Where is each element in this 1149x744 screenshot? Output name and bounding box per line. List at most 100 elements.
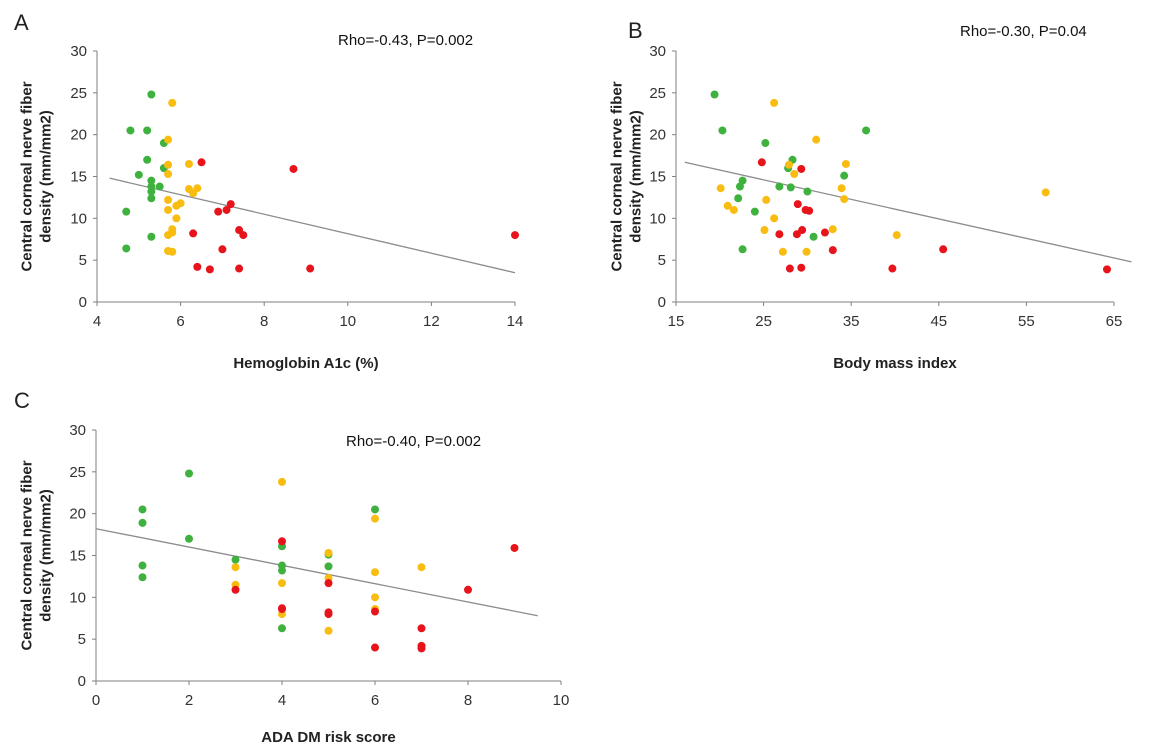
data-point-red — [226, 200, 235, 209]
y-tick-label: 0 — [78, 673, 86, 690]
y-tick-label: 0 — [658, 294, 666, 311]
x-axis-title: ADA DM risk score — [261, 729, 396, 744]
data-point-red — [324, 579, 333, 588]
data-point-yellow — [371, 568, 379, 577]
data-point-red — [278, 537, 286, 546]
data-point-yellow — [785, 160, 794, 169]
y-tick-label: 5 — [658, 252, 666, 269]
y-tick-label: 25 — [649, 85, 666, 102]
data-point-yellow — [716, 184, 725, 193]
data-point-red — [792, 230, 801, 239]
data-point-green — [147, 90, 156, 99]
data-point-red — [231, 585, 240, 594]
data-point-red — [888, 264, 897, 273]
y-tick-label: 20 — [70, 127, 87, 144]
x-tick-label: 2 — [185, 692, 193, 709]
y-tick-label: 20 — [649, 127, 666, 144]
trendline — [684, 161, 1132, 263]
data-point-red — [235, 264, 244, 273]
x-tick-label: 12 — [423, 313, 440, 330]
data-point-red — [828, 246, 837, 255]
x-tick-label: 0 — [92, 692, 100, 709]
data-point-green — [718, 126, 727, 135]
x-tick-label: 65 — [1106, 313, 1123, 330]
x-tick-label: 8 — [464, 692, 472, 709]
data-point-yellow — [762, 195, 771, 204]
x-tick-label: 25 — [755, 313, 772, 330]
data-point-green — [786, 183, 795, 192]
x-tick-label: 4 — [93, 313, 101, 330]
data-point-green — [809, 232, 818, 241]
x-tick-label: 35 — [843, 313, 860, 330]
data-point-green — [803, 187, 812, 196]
data-point-green — [143, 155, 152, 164]
y-axis-title-line: Central corneal nerve fiber — [19, 460, 36, 650]
y-tick-label: 10 — [70, 210, 87, 227]
data-point-red — [757, 158, 766, 167]
data-point-yellow — [164, 195, 173, 204]
data-point-green — [155, 182, 164, 191]
y-axis-title-line: Central corneal nerve fiber — [609, 81, 626, 271]
x-tick-label: 6 — [371, 692, 379, 709]
x-tick-label: 45 — [930, 313, 947, 330]
data-point-yellow — [371, 514, 379, 523]
x-tick-label: 55 — [1018, 313, 1035, 330]
data-point-yellow — [324, 626, 333, 635]
data-point-red — [793, 200, 802, 209]
panel-letter: C — [14, 388, 30, 413]
data-point-red — [464, 585, 472, 594]
data-point-yellow — [278, 579, 286, 588]
data-point-green — [775, 182, 784, 191]
data-point-red — [289, 164, 298, 173]
x-axis-title: Body mass index — [833, 355, 957, 372]
data-point-green — [710, 90, 719, 99]
data-point-green — [134, 170, 143, 179]
data-point-yellow — [828, 225, 837, 234]
data-point-red — [785, 264, 794, 273]
data-point-yellow — [802, 247, 811, 256]
data-point-yellow — [164, 135, 173, 144]
y-tick-label: 15 — [70, 169, 87, 186]
x-axis-title: Hemoglobin A1c (%) — [233, 355, 378, 372]
data-point-red — [189, 229, 198, 238]
data-point-red — [205, 265, 214, 274]
y-tick-label: 10 — [649, 210, 666, 227]
x-tick-label: 6 — [176, 313, 184, 330]
data-point-yellow — [164, 169, 173, 178]
data-point-green — [138, 561, 147, 570]
data-point-red — [222, 205, 231, 214]
data-point-green — [185, 534, 193, 543]
data-point-red — [510, 543, 519, 552]
data-point-yellow — [840, 195, 849, 204]
y-tick-label: 30 — [70, 43, 87, 60]
data-point-yellow — [168, 247, 177, 256]
x-tick-label: 10 — [339, 313, 356, 330]
data-point-red — [797, 263, 806, 272]
y-axis-title-line: density (mm/mm2) — [627, 110, 644, 243]
data-point-yellow — [278, 477, 286, 486]
panel-letter: B — [628, 18, 643, 43]
data-point-green — [371, 505, 379, 514]
data-point-red — [371, 607, 379, 616]
data-point-yellow — [164, 205, 173, 214]
data-point-red — [324, 610, 333, 619]
data-point-yellow — [184, 159, 193, 168]
data-point-green — [143, 126, 152, 135]
y-tick-label: 25 — [69, 464, 86, 481]
data-point-yellow — [324, 548, 333, 557]
y-tick-label: 30 — [649, 43, 666, 60]
data-point-yellow — [892, 231, 901, 240]
data-point-green — [122, 207, 131, 216]
data-point-red — [939, 245, 948, 254]
data-point-red — [820, 228, 829, 237]
y-axis-title: Central corneal nerve fiber density (mm/m… — [19, 81, 55, 271]
data-point-red — [306, 264, 315, 273]
data-point-green — [122, 244, 131, 253]
data-point-green — [324, 562, 333, 571]
y-axis-title: Central corneal nerve fiber density (mm/m… — [609, 81, 645, 271]
data-point-red — [1102, 265, 1111, 274]
data-point-green — [862, 126, 871, 135]
data-point-red — [511, 231, 519, 240]
trendline — [95, 528, 538, 617]
y-tick-label: 30 — [69, 422, 86, 439]
